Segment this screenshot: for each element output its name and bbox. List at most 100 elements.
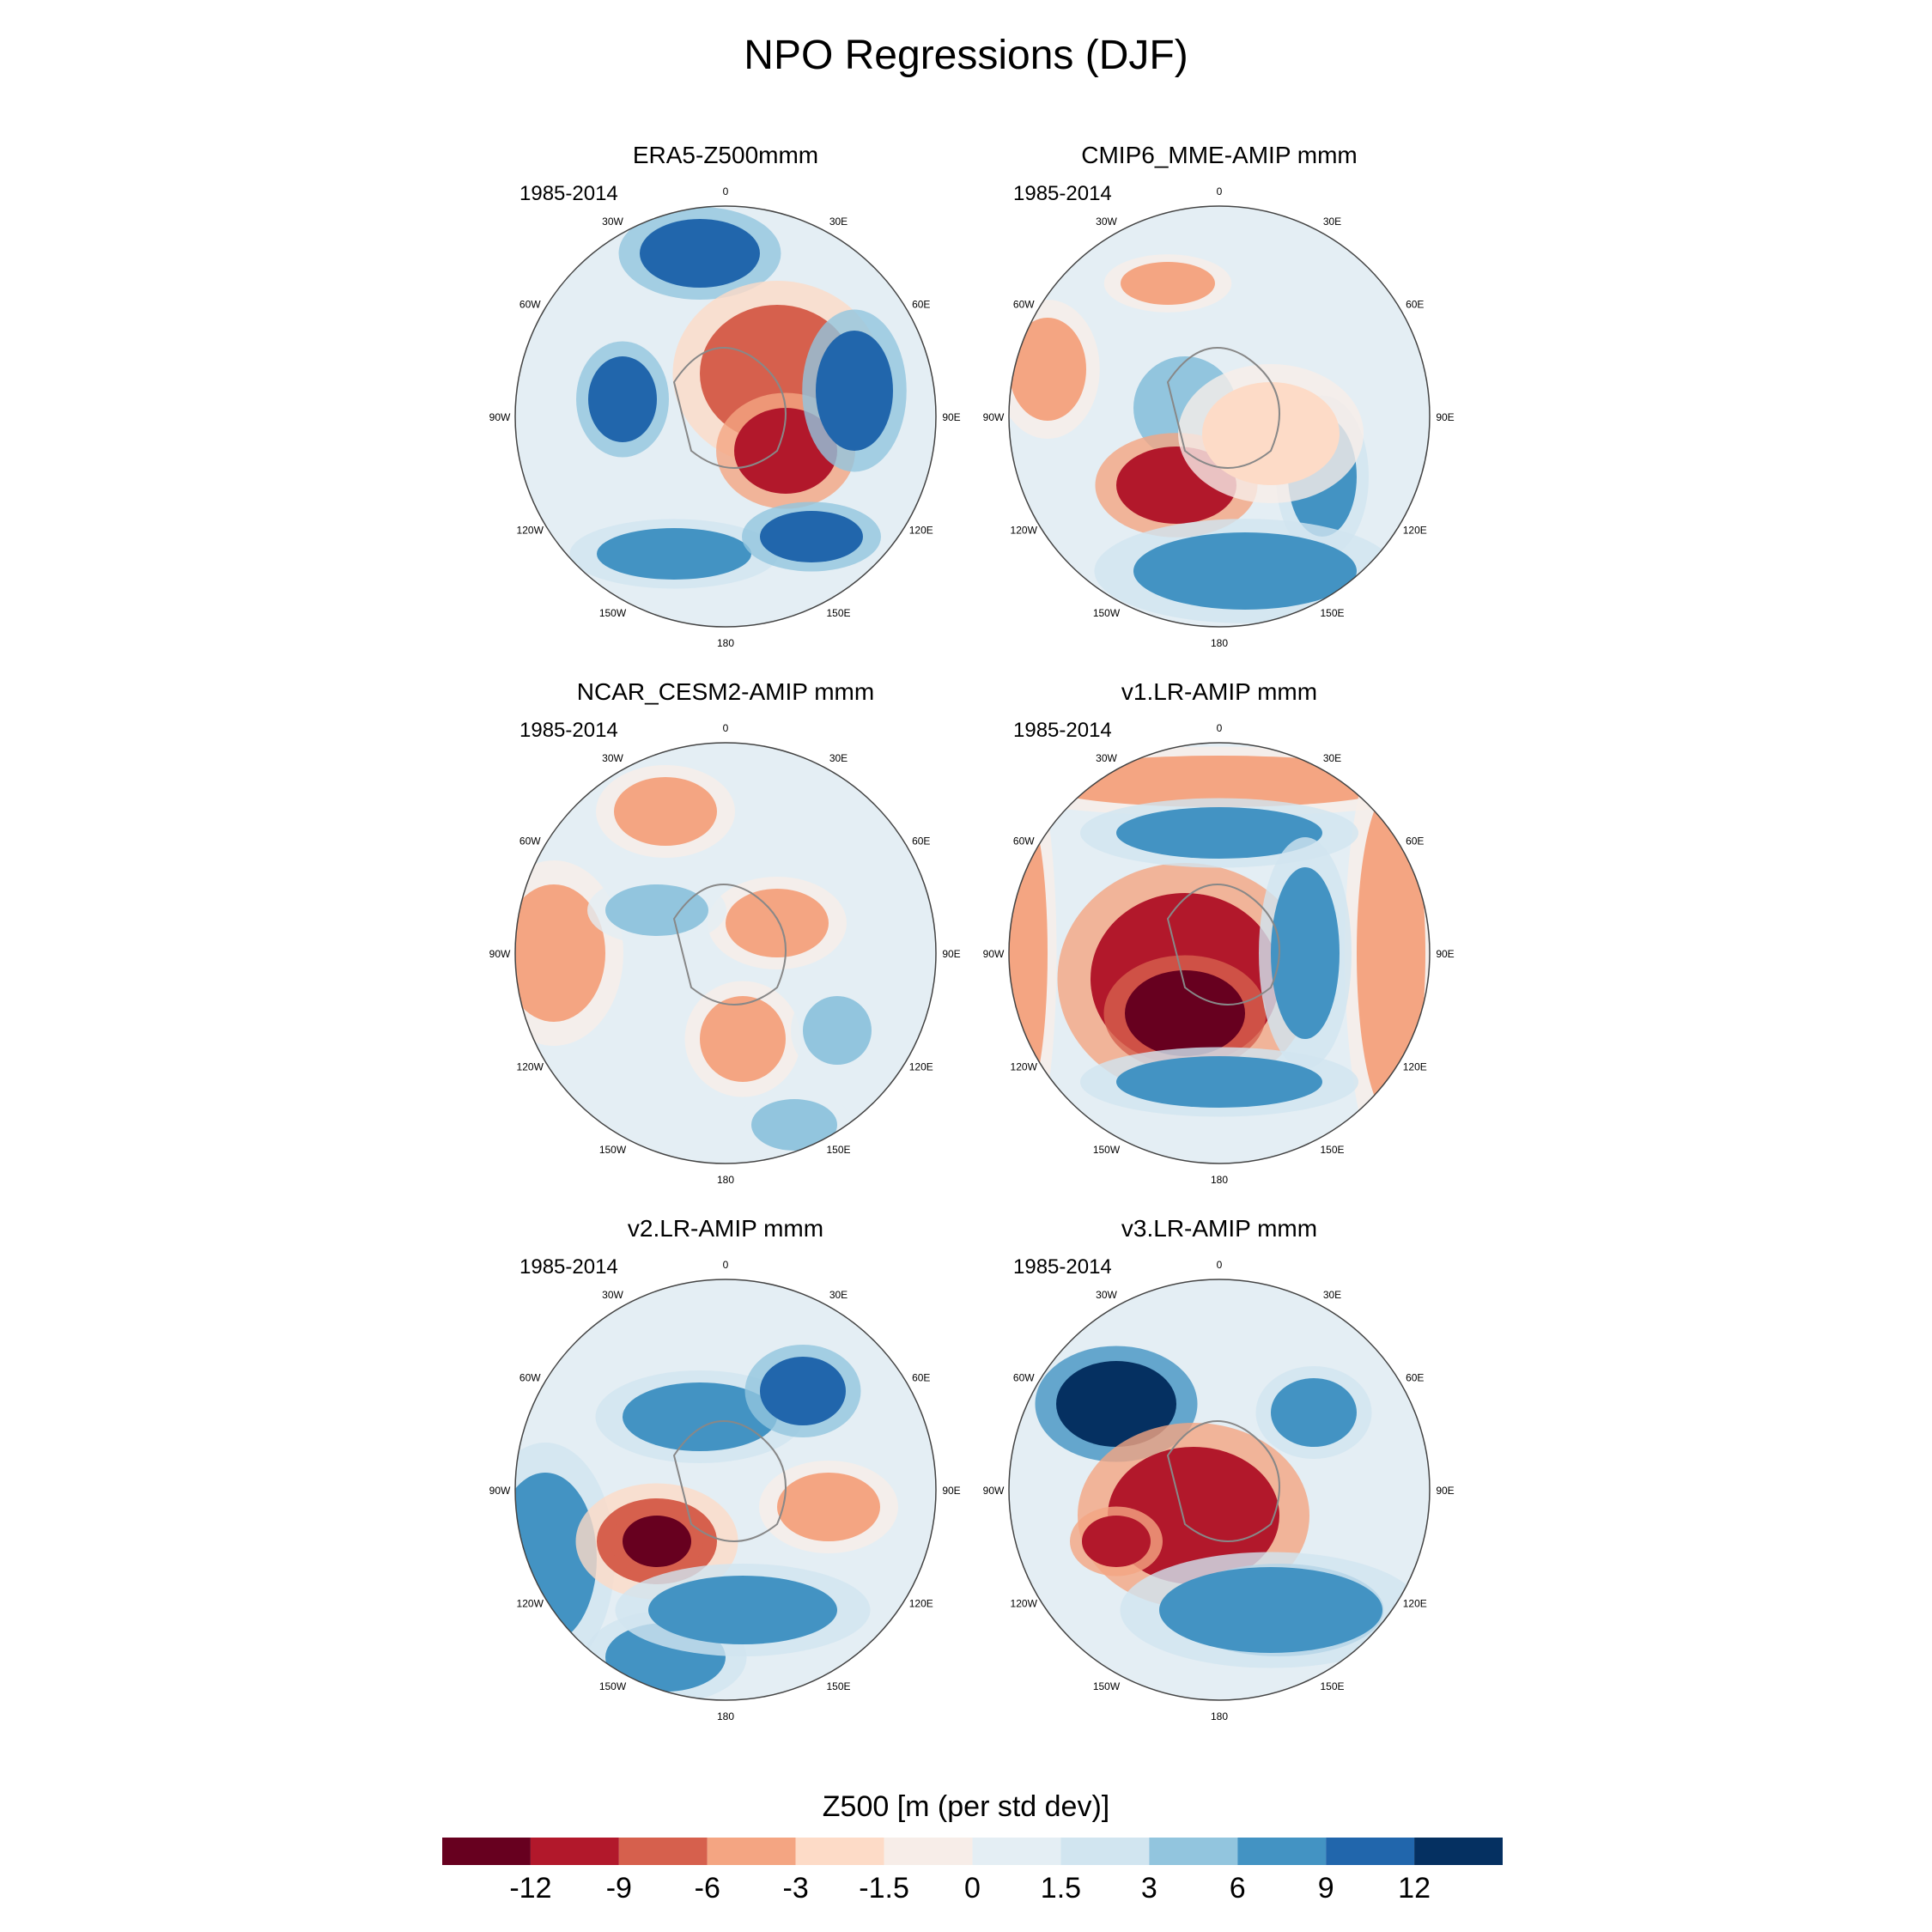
- lon-tick-label: 30E: [1323, 1289, 1341, 1301]
- anomaly-region: [1056, 1361, 1176, 1447]
- lon-tick-label: 180: [717, 1710, 734, 1722]
- lon-tick-label: 90W: [983, 411, 1005, 423]
- lon-tick-label: 0: [723, 185, 729, 197]
- lon-tick-label: 0: [723, 1259, 729, 1271]
- lon-tick-label: 180: [1211, 1710, 1228, 1722]
- map-border: [514, 205, 937, 628]
- anomaly-region: [1159, 1567, 1382, 1653]
- lon-tick-label: 60E: [1406, 299, 1424, 311]
- lon-tick-label: 60W: [519, 299, 541, 311]
- panel-title: v2.LR-AMIP mmm: [628, 1215, 823, 1242]
- anomaly-region: [597, 528, 751, 580]
- colorbar-swatch: [707, 1838, 796, 1865]
- panel-period: 1985-2014: [519, 182, 618, 205]
- panel-3: 0 30E 60E 90E 120E 150E 180 150W 120W 90W 60W 30W NC…: [489, 678, 961, 1186]
- panel-1: 0 30E 60E 90E 120E 150E 180 150W 120W 90W 60W 30W ER…: [489, 142, 961, 649]
- colorbar-tick-label: -6: [695, 1872, 720, 1905]
- lon-tick-label: 30E: [1323, 752, 1341, 764]
- colorbar-tick-label: -3: [783, 1872, 809, 1905]
- lon-tick-label: 30W: [602, 1289, 623, 1301]
- lon-tick-label: 120W: [517, 1598, 544, 1610]
- lon-tick-label: 150W: [1093, 1144, 1121, 1156]
- lon-tick-label: 30E: [829, 1289, 848, 1301]
- lon-tick-label: 60W: [519, 1372, 541, 1384]
- lon-tick-label: 60E: [912, 1372, 930, 1384]
- antarctica-coastline: [672, 1420, 787, 1542]
- panel-title: NCAR_CESM2-AMIP mmm: [577, 678, 874, 705]
- lon-tick-label: 0: [1217, 185, 1223, 197]
- colorbar-tick-label: -1.5: [859, 1872, 909, 1905]
- lon-tick-label: 120W: [1011, 525, 1038, 537]
- colorbar-swatch: [618, 1838, 708, 1865]
- anomaly-region: [614, 777, 717, 846]
- lon-tick-label: 30E: [829, 752, 848, 764]
- colorbar-swatch: [1237, 1838, 1327, 1865]
- lon-tick-label: 60E: [1406, 835, 1424, 848]
- antarctica-coastline: [672, 347, 787, 469]
- lon-tick-label: 0: [1217, 1259, 1223, 1271]
- lon-tick-label: 120E: [1403, 1061, 1427, 1073]
- lon-tick-label: 120W: [517, 1061, 544, 1073]
- antarctica-coastline: [672, 884, 787, 1005]
- lon-tick-label: 150W: [1093, 607, 1121, 619]
- lon-tick-label: 120E: [909, 1598, 933, 1610]
- anomaly-region: [726, 889, 829, 957]
- anomaly-region: [1116, 1056, 1322, 1108]
- lon-tick-label: 90E: [1436, 948, 1454, 960]
- lon-tick-label: 30W: [1096, 216, 1117, 228]
- anomaly-region: [605, 884, 708, 936]
- colorbar-label: Z500 [m (per std dev)]: [823, 1790, 1109, 1823]
- lon-tick-label: 60W: [1013, 299, 1035, 311]
- anomaly-region: [1082, 1516, 1151, 1567]
- anomaly-region: [700, 996, 786, 1082]
- colorbar-swatch: [795, 1838, 884, 1865]
- anomaly-region: [640, 219, 760, 288]
- anomaly-region: [777, 1473, 880, 1541]
- colorbar-tick-label: 12: [1398, 1872, 1431, 1905]
- map-border: [514, 1279, 937, 1701]
- lon-tick-label: 90E: [1436, 1485, 1454, 1497]
- colorbar-tick-label: -9: [606, 1872, 632, 1905]
- lon-tick-label: 150E: [1320, 607, 1344, 619]
- lon-tick-label: 180: [1211, 637, 1228, 649]
- anomaly-region: [1357, 790, 1425, 1116]
- lon-tick-label: 150W: [599, 607, 627, 619]
- map-border: [1008, 742, 1431, 1164]
- colorbar-tick-label: 0: [964, 1872, 981, 1905]
- figure-title: NPO Regressions (DJF): [744, 33, 1188, 78]
- lon-tick-label: 0: [1217, 722, 1223, 734]
- panel-6: 0 30E 60E 90E 120E 150E 180 150W 120W 90W 60W 30W v3…: [983, 1215, 1455, 1722]
- anomaly-region: [1271, 867, 1340, 1039]
- lon-tick-label: 90E: [942, 1485, 960, 1497]
- lon-tick-label: 120E: [909, 525, 933, 537]
- anomaly-region: [648, 1576, 837, 1644]
- antarctica-coastline: [1166, 884, 1280, 1005]
- colorbar-swatch: [884, 1838, 973, 1865]
- lon-tick-label: 30W: [602, 216, 623, 228]
- lon-tick-label: 60W: [519, 835, 541, 848]
- lon-tick-label: 120E: [1403, 525, 1427, 537]
- lon-tick-label: 60E: [912, 835, 930, 848]
- colorbar-tick-label: 6: [1230, 1872, 1246, 1905]
- panel-title: v1.LR-AMIP mmm: [1121, 678, 1317, 705]
- anomaly-region: [1271, 1378, 1357, 1447]
- lon-tick-label: 150E: [1320, 1144, 1344, 1156]
- lon-tick-label: 60E: [1406, 1372, 1424, 1384]
- lon-tick-label: 30E: [829, 216, 848, 228]
- panel-period: 1985-2014: [519, 719, 618, 742]
- anomaly-region: [760, 1357, 846, 1425]
- lon-tick-label: 120W: [1011, 1061, 1038, 1073]
- panel-period: 1985-2014: [1013, 182, 1112, 205]
- lon-tick-label: 180: [1211, 1174, 1228, 1186]
- anomaly-region: [760, 511, 863, 562]
- anomaly-region: [623, 1382, 777, 1451]
- map-border: [1008, 205, 1431, 628]
- anomaly-region: [1009, 799, 1048, 1108]
- lon-tick-label: 180: [717, 637, 734, 649]
- colorbar-swatch: [442, 1838, 531, 1865]
- anomaly-region: [623, 1516, 691, 1567]
- anomaly-region: [1125, 970, 1245, 1056]
- lon-tick-label: 60W: [1013, 835, 1035, 848]
- lon-tick-label: 120W: [517, 525, 544, 537]
- colorbar-tick-label: 1.5: [1041, 1872, 1081, 1905]
